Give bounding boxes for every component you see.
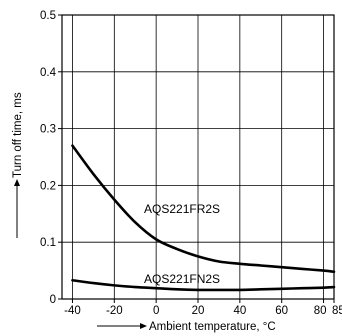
- x-axis-label: Ambient temperature, °C: [149, 321, 276, 333]
- y-tick-label-3: 0.3: [40, 124, 56, 136]
- x-tick-label-0: -40: [64, 305, 81, 317]
- y-tick-label-1: 0.1: [40, 237, 56, 249]
- series-line-0: [71, 144, 336, 274]
- x-tick-label-2: 0: [153, 305, 159, 317]
- y-tick-label-2: 0.2: [40, 180, 56, 192]
- y-tick-labels: 0 0.1 0.2 0.3 0.4 0.5: [40, 10, 62, 306]
- y-tick-label-0: 0: [50, 294, 56, 306]
- x-tick-label-3: 20: [192, 305, 205, 317]
- series-label-fr2s: AQS221FR2S: [144, 202, 220, 216]
- series-label-fn2s: AQS221FN2S: [144, 272, 220, 286]
- x-tick-labels: -40 -20 0 20 40 60 80 85: [64, 299, 342, 317]
- series-line-1: [71, 278, 336, 292]
- x-tick-label-6: 80: [314, 305, 327, 317]
- y-axis-arrow-head: [14, 179, 20, 186]
- x-axis-label-group: Ambient temperature, °C: [97, 321, 276, 333]
- y-axis-label-group: Turn off time, ms: [12, 92, 24, 238]
- x-tick-label-4: 40: [233, 305, 246, 317]
- y-tick-label-4: 0.4: [40, 67, 57, 79]
- x-tick-label-7: 85: [332, 305, 342, 317]
- grid: [62, 15, 334, 299]
- y-tick-label-5: 0.5: [40, 10, 56, 22]
- y-axis-label: Turn off time, ms: [12, 92, 24, 178]
- x-axis-arrow-head: [140, 323, 147, 329]
- x-tick-label-1: -20: [106, 305, 123, 317]
- series-lines: [71, 144, 336, 292]
- x-tick-label-5: 60: [275, 305, 288, 317]
